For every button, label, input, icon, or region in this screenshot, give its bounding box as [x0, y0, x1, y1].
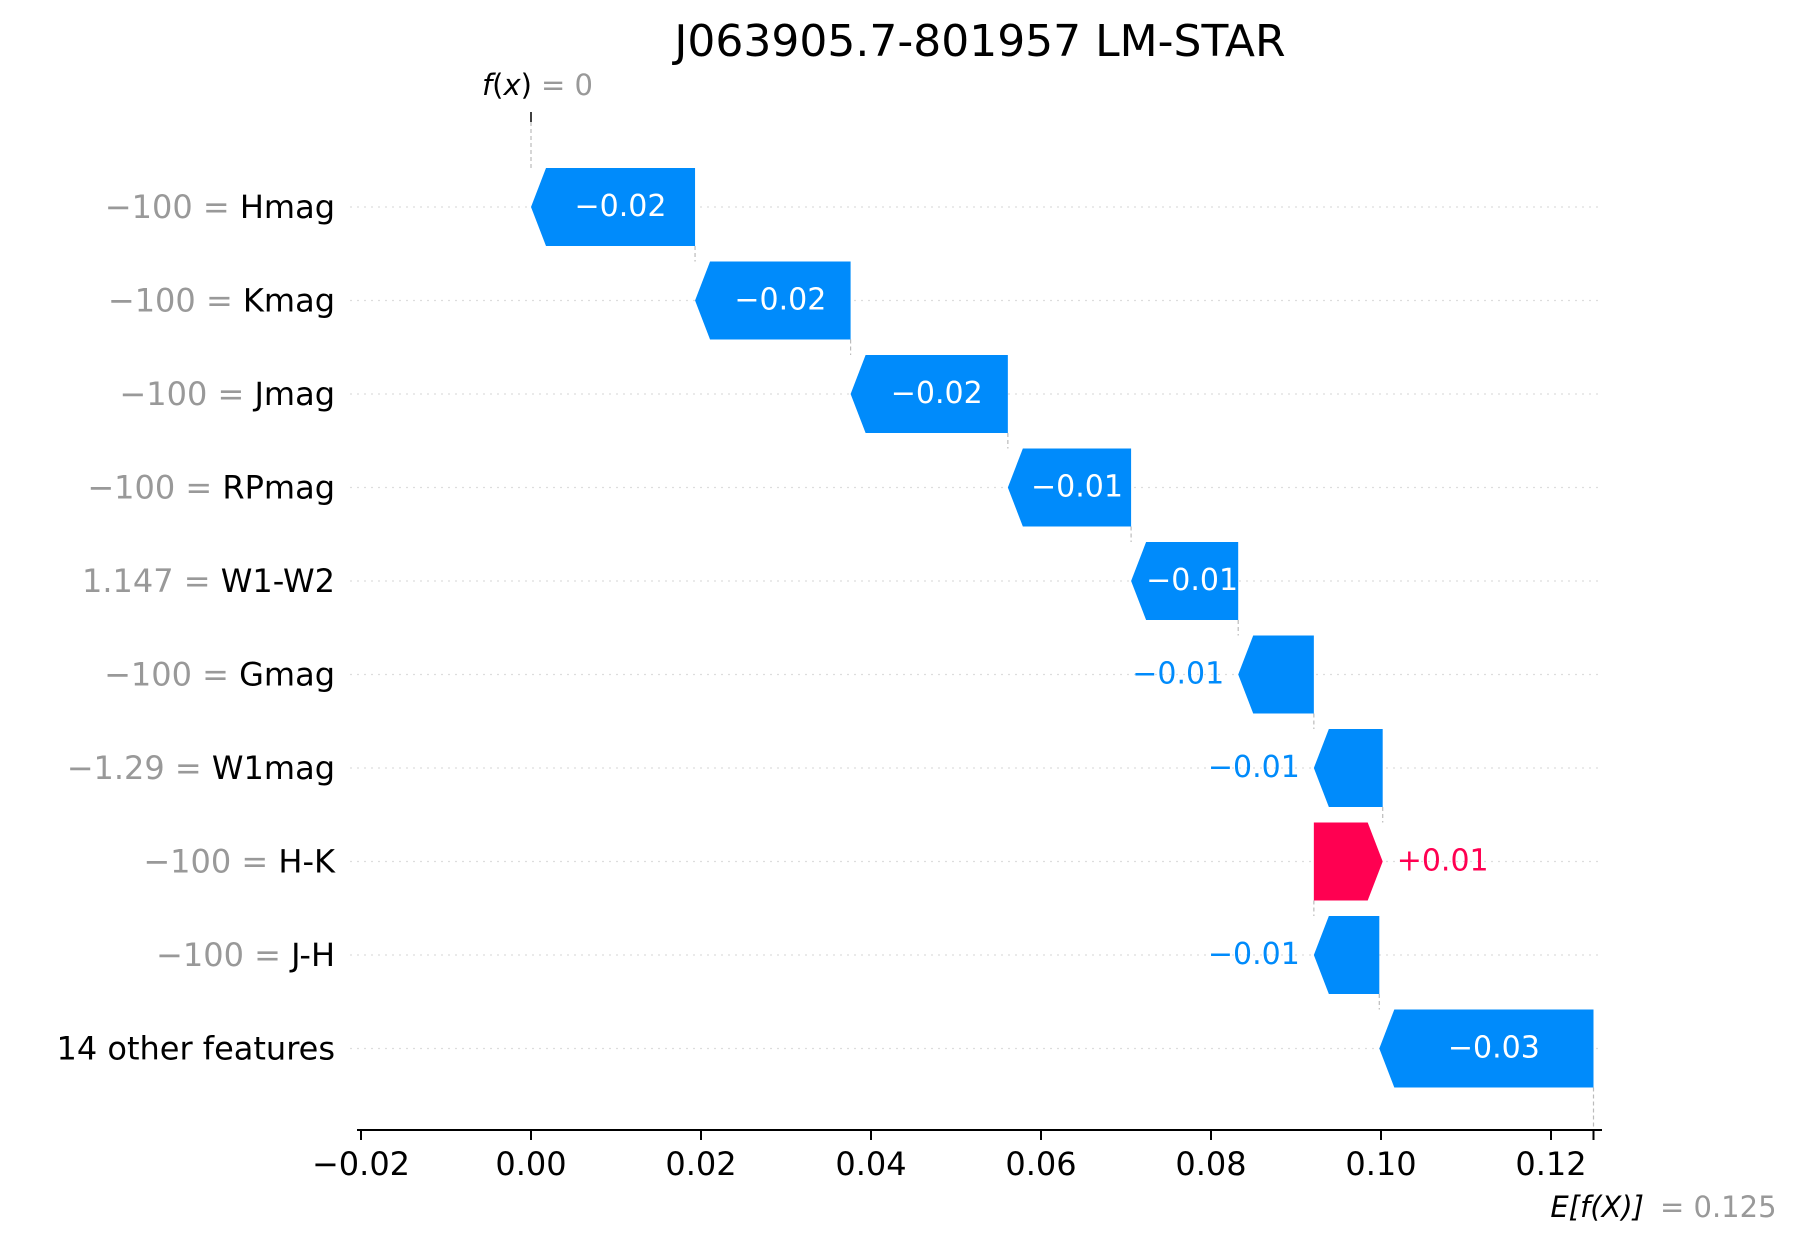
bar-value-label: −0.01: [1031, 470, 1123, 505]
feature-name: RPmag: [222, 469, 335, 507]
efx-value: = 0.125: [1660, 1190, 1777, 1224]
feature-name: Gmag: [239, 656, 335, 694]
feature-name: Kmag: [243, 282, 335, 320]
negative-bar: [1379, 1009, 1594, 1088]
negative-bar: [695, 261, 851, 340]
feature-value: −100 =: [119, 375, 254, 413]
bar-value-label: −0.02: [734, 283, 826, 318]
feature-label: 1.147 = W1-W2: [82, 562, 335, 600]
x-tick-label: 0.08: [1175, 1145, 1246, 1183]
feature-label: −1.29 = W1mag: [67, 749, 335, 787]
x-tick-label: 0.00: [495, 1145, 566, 1183]
feature-label: −100 = Jmag: [119, 375, 335, 413]
feature-value: −100 =: [143, 843, 278, 881]
x-axis-ticks: −0.02 0.00 0.02 0.04 0.06 0.08 0.10 0.12: [312, 1130, 1595, 1183]
feature-value: 1.147 =: [82, 562, 221, 600]
negative-bar: [1007, 448, 1132, 527]
feature-value: −1.29 =: [67, 749, 212, 787]
feature-name: J-H: [289, 936, 335, 974]
negative-bar: [1313, 916, 1380, 994]
chart-title: J063905.7-801957 LM-STAR: [671, 16, 1285, 67]
feature-value: −100 =: [156, 936, 291, 974]
feature-value: −100 =: [87, 469, 222, 507]
efx-label: E[f(X)]: [1550, 1190, 1644, 1224]
bar-value-label: −0.01: [1146, 563, 1238, 598]
negative-bar: [1131, 542, 1239, 620]
feature-name: W1mag: [212, 749, 335, 787]
feature-label: −100 = H-K: [143, 843, 336, 881]
feature-name: H-K: [278, 843, 336, 881]
bar-value-label: −0.01: [1132, 657, 1224, 692]
x-tick-label: 0.04: [835, 1145, 906, 1183]
feature-label: −100 = Gmag: [104, 656, 335, 694]
feature-label: −100 = Kmag: [108, 282, 335, 320]
bar-value-label: −0.02: [575, 189, 667, 224]
bar-value-label: −0.02: [891, 376, 983, 411]
feature-name: 14 other features: [56, 1030, 335, 1068]
bar-value-label: −0.01: [1208, 750, 1300, 785]
feature-value: −100 =: [104, 656, 239, 694]
negative-bar: [1238, 635, 1314, 714]
fx-value: = 0: [541, 68, 593, 102]
x-tick-label: 0.06: [1005, 1145, 1076, 1183]
feature-value: −100 =: [105, 188, 240, 226]
x-tick-label: 0.10: [1345, 1145, 1416, 1183]
feature-label: −100 = J-H: [156, 936, 335, 974]
feature-rows: −100 = Hmag−100 = Kmag−100 = Jmag−100 = …: [56, 112, 1600, 1130]
feature-name: Jmag: [252, 375, 335, 413]
feature-label: 14 other features: [56, 1030, 335, 1068]
x-tick-label: −0.02: [312, 1145, 410, 1183]
feature-value: −100 =: [108, 282, 243, 320]
negative-bar: [1313, 729, 1383, 807]
negative-bar: [850, 355, 1008, 433]
feature-name: Hmag: [240, 188, 335, 226]
bar-value-label: −0.03: [1448, 1031, 1540, 1066]
feature-label: −100 = RPmag: [87, 469, 335, 507]
feature-label: −100 = Hmag: [105, 188, 335, 226]
feature-name: W1-W2: [221, 562, 335, 600]
x-tick-label: 0.12: [1515, 1145, 1586, 1183]
bar-value-label: +0.01: [1397, 844, 1489, 879]
x-tick-label: 0.02: [665, 1145, 736, 1183]
bar-value-label: −0.01: [1208, 937, 1300, 972]
fx-label: f(x): [482, 68, 532, 102]
bars: −0.02 −0.02 −0.02 −0.01 −0.01 −0.01 −0.01 +0.01…: [531, 168, 1594, 1088]
positive-bar: [1313, 822, 1383, 901]
negative-bar: [531, 168, 696, 246]
